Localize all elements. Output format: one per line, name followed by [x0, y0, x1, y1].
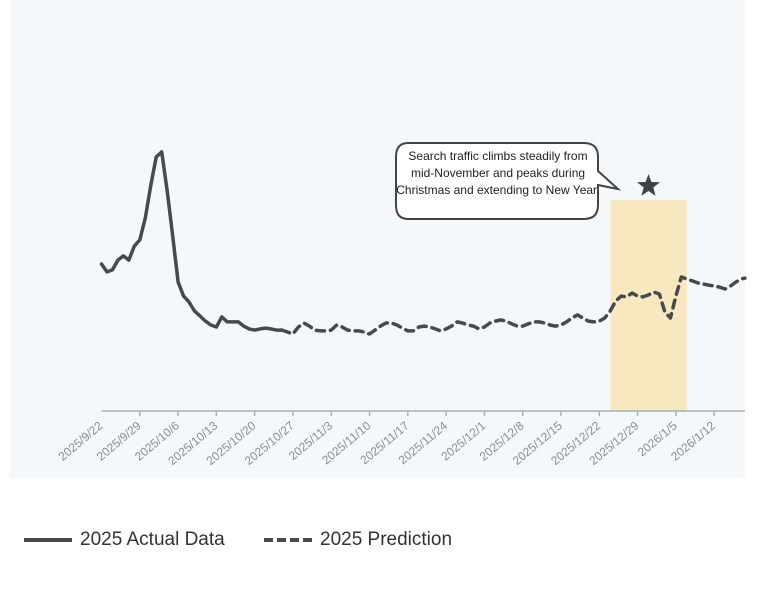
- solid-line-icon: [24, 538, 72, 542]
- dashed-line-icon: [264, 538, 312, 542]
- legend-label-prediction: 2025 Prediction: [320, 529, 453, 550]
- legend-item-prediction: 2025 Prediction: [264, 529, 452, 551]
- series-actual-line: [99, 150, 284, 332]
- annotation-callout: [395, 142, 622, 220]
- legend-label-actual: 2025 Actual Data: [80, 529, 225, 550]
- annotation-text: Search traffic climbs steadily from mid-…: [396, 149, 600, 197]
- star-icon: [637, 174, 660, 196]
- legend-item-actual: 2025 Actual Data: [24, 529, 225, 551]
- series-prediction-line: [280, 275, 747, 336]
